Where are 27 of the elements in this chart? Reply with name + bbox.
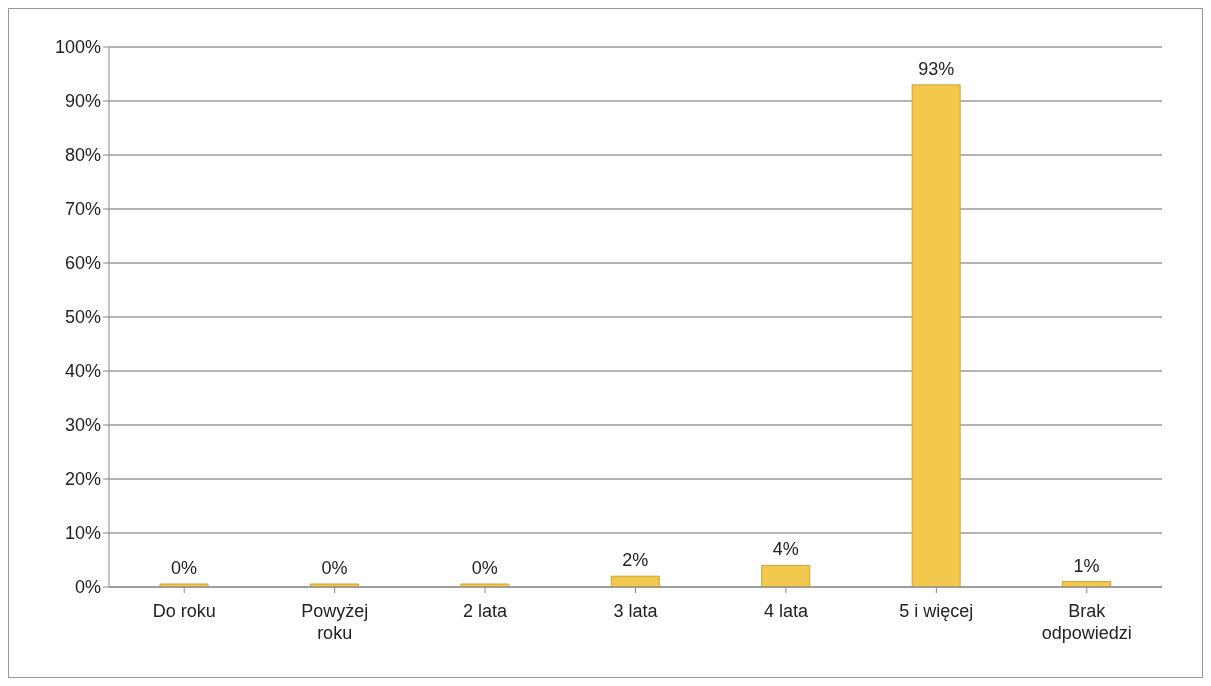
y-tick-label: 40% (64, 361, 101, 382)
y-tick-label: 90% (64, 91, 101, 112)
data-label: 0% (321, 558, 348, 578)
data-label: 93% (918, 58, 955, 79)
y-tick-label: 70% (64, 199, 101, 220)
y-tick-label: 20% (64, 469, 101, 490)
x-tick-label: 5 i więcej (899, 601, 974, 621)
data-label: 0% (170, 558, 198, 578)
data-label: 0% (471, 558, 498, 578)
x-tick-label: 3 lata (613, 601, 659, 621)
data-label: 1% (1073, 555, 1100, 576)
x-tick-label: 4 lata (763, 601, 809, 621)
y-tick-label: 100% (54, 37, 101, 58)
data-label: 4% (772, 539, 799, 560)
y-tick-label: 50% (64, 307, 101, 328)
x-tick-label: Brak odpowiedzi (1041, 601, 1132, 643)
bar (911, 84, 961, 587)
y-tick-label: 30% (64, 415, 101, 436)
y-tick-label: 10% (64, 523, 101, 544)
bar (761, 564, 811, 587)
y-tick-label: 60% (64, 253, 101, 274)
x-tick-label: Do roku (152, 601, 216, 621)
y-tick-label: 80% (64, 145, 101, 166)
x-tick-label: Powyżej roku (301, 601, 369, 643)
data-label: 2% (622, 550, 649, 571)
x-tick-label: 2 lata (463, 601, 509, 621)
y-tick-label: 0% (74, 577, 101, 598)
